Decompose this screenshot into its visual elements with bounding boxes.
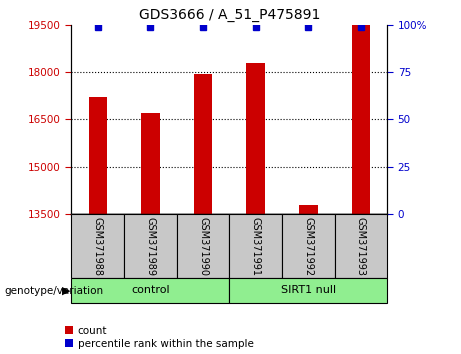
Text: SIRT1 null: SIRT1 null bbox=[281, 285, 336, 295]
Text: GSM371989: GSM371989 bbox=[145, 217, 155, 276]
Bar bbox=[141, 113, 160, 214]
Bar bbox=[71, 214, 124, 278]
Bar bbox=[89, 97, 107, 214]
Text: GSM371990: GSM371990 bbox=[198, 217, 208, 276]
Bar bbox=[352, 25, 370, 214]
Bar bbox=[247, 63, 265, 214]
Text: GSM371993: GSM371993 bbox=[356, 217, 366, 276]
Text: GSM371991: GSM371991 bbox=[251, 217, 260, 276]
Bar bbox=[335, 214, 387, 278]
Title: GDS3666 / A_51_P475891: GDS3666 / A_51_P475891 bbox=[139, 8, 320, 22]
Bar bbox=[299, 205, 318, 214]
Bar bbox=[71, 278, 230, 303]
Text: ▶: ▶ bbox=[62, 286, 71, 296]
Bar bbox=[177, 214, 229, 278]
Bar bbox=[194, 74, 212, 214]
Bar bbox=[229, 278, 387, 303]
Legend: count, percentile rank within the sample: count, percentile rank within the sample bbox=[65, 326, 254, 349]
Text: GSM371988: GSM371988 bbox=[93, 217, 103, 276]
Bar bbox=[124, 214, 177, 278]
Text: control: control bbox=[131, 285, 170, 295]
Bar bbox=[282, 214, 335, 278]
Text: GSM371992: GSM371992 bbox=[303, 217, 313, 276]
Bar bbox=[229, 214, 282, 278]
Text: genotype/variation: genotype/variation bbox=[5, 286, 104, 296]
